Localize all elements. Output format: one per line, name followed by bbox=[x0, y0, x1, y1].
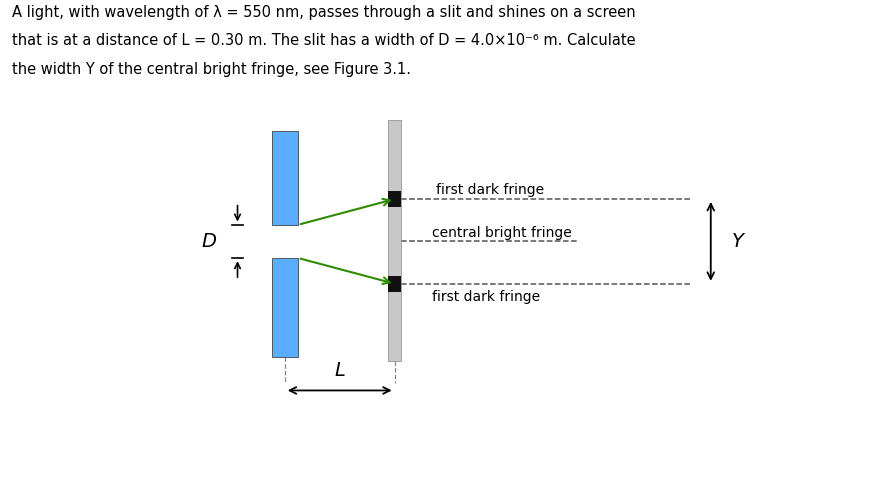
Text: first dark fringe: first dark fringe bbox=[432, 290, 540, 304]
Text: L: L bbox=[335, 361, 345, 380]
Text: central bright fringe: central bright fringe bbox=[432, 226, 572, 239]
Bar bbox=[272, 258, 298, 358]
Bar bbox=[272, 131, 298, 225]
Text: A light, with wavelength of λ = 550 nm, passes through a slit and shines on a sc: A light, with wavelength of λ = 550 nm, … bbox=[12, 5, 635, 20]
Bar bbox=[389, 276, 401, 292]
Bar bbox=[389, 191, 401, 207]
Text: the width Y of the central bright fringe, see Figure 3.1.: the width Y of the central bright fringe… bbox=[12, 62, 411, 77]
Text: that is at a distance of L = 0.30 m. The slit has a width of D = 4.0×10⁻⁶ m. Cal: that is at a distance of L = 0.30 m. The… bbox=[12, 33, 635, 48]
Bar bbox=[389, 120, 401, 361]
Text: first dark fringe: first dark fringe bbox=[436, 183, 544, 197]
Text: D: D bbox=[202, 232, 217, 251]
Text: Y: Y bbox=[731, 232, 743, 251]
